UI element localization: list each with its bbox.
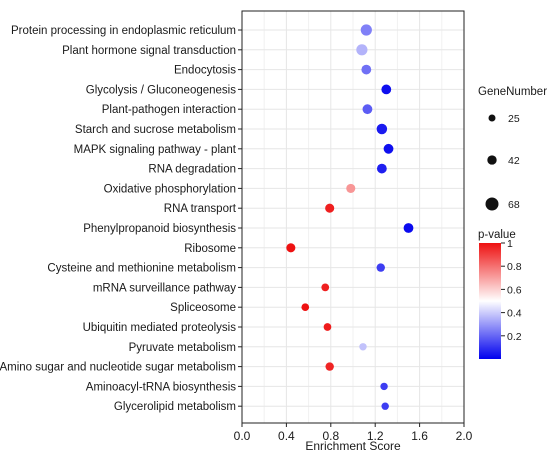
color-bar <box>479 243 501 359</box>
data-point <box>359 343 367 351</box>
color-legend-label: 1 <box>507 238 513 250</box>
data-point <box>376 123 388 135</box>
grid <box>241 11 465 423</box>
y-tick-label: Cysteine and methionine metabolism <box>47 263 236 275</box>
size-legend-label: 25 <box>508 113 520 125</box>
data-point <box>403 223 414 233</box>
data-point <box>356 44 368 56</box>
data-point <box>380 382 388 391</box>
x-tick-label: 1.6 <box>411 429 428 443</box>
data-point <box>381 402 389 410</box>
data-point <box>383 143 394 154</box>
size-legend-dot <box>487 155 497 165</box>
y-tick-label: Oxidative phosphorylation <box>104 183 236 195</box>
y-axis-labels: Protein processing in endoplasmic reticu… <box>0 25 242 413</box>
y-tick-label: Spliceosome <box>170 302 236 314</box>
size-legend-label: 68 <box>508 199 520 211</box>
data-point <box>286 243 296 253</box>
y-tick-label: Ubiquitin mediated proteolysis <box>83 322 237 334</box>
y-tick-label: Pyruvate metabolism <box>129 342 236 354</box>
data-point <box>323 323 332 331</box>
data-points <box>286 24 414 410</box>
y-tick-label: Starch and sucrose metabolism <box>75 124 236 136</box>
data-point <box>321 283 330 292</box>
data-point <box>301 303 310 312</box>
y-tick-label: Glycerolipid metabolism <box>114 401 236 413</box>
data-point <box>376 163 387 174</box>
color-legend-label: 0.4 <box>507 308 522 320</box>
size-legend-label: 42 <box>508 155 520 167</box>
y-tick-label: Aminoacyl-tRNA biosynthesis <box>86 381 236 393</box>
data-point <box>362 104 373 115</box>
x-tick-label: 1.2 <box>367 429 384 443</box>
size-legend-dot <box>485 197 499 211</box>
plot-frame <box>241 10 465 424</box>
x-tick-label: 0.0 <box>234 429 251 443</box>
y-tick-label: Protein processing in endoplasmic reticu… <box>11 25 236 37</box>
data-point <box>376 263 385 272</box>
y-tick-label: Endocytosis <box>174 65 236 77</box>
x-tick-label: 0.8 <box>322 429 339 443</box>
y-tick-label: Phenylpropanoid biosynthesis <box>83 223 236 235</box>
x-tick-label: 2.0 <box>456 429 473 443</box>
y-tick-label: mRNA surveillance pathway <box>93 282 236 294</box>
y-tick-label: Plant-pathogen interaction <box>102 104 236 116</box>
color-legend-label: 0.8 <box>507 261 522 273</box>
x-tick-label: 0.4 <box>278 429 295 443</box>
y-tick-label: Plant hormone signal transduction <box>62 45 236 57</box>
color-legend-title: p-value <box>478 229 516 241</box>
y-tick-label: RNA transport <box>164 203 237 215</box>
y-tick-label: Ribosome <box>184 243 236 255</box>
data-point <box>325 362 334 371</box>
data-point <box>346 183 356 193</box>
y-tick-label: Amino sugar and nucleotide sugar metabol… <box>0 362 236 374</box>
data-point <box>360 24 372 36</box>
y-tick-label: RNA degradation <box>148 164 236 176</box>
data-point <box>325 203 335 213</box>
y-tick-label: MAPK signaling pathway - plant <box>74 144 237 156</box>
data-point <box>381 84 392 95</box>
color-legend-label: 0.2 <box>507 331 522 343</box>
color-legend: p-value 1 0.8 0.6 0.4 0.2 <box>478 229 522 359</box>
size-legend-dot <box>488 114 496 122</box>
size-legend: GeneNumber 25 42 68 <box>478 86 547 211</box>
size-legend-title: GeneNumber <box>478 86 547 98</box>
y-tick-label: Glycolysis / Gluconeogenesis <box>86 84 236 96</box>
x-axis-title: Enrichment Score <box>305 439 401 453</box>
color-legend-label: 0.6 <box>507 284 522 296</box>
x-axis-ticks: 0.0 0.4 0.8 1.2 1.6 2.0 <box>234 423 473 443</box>
data-point <box>361 64 372 75</box>
